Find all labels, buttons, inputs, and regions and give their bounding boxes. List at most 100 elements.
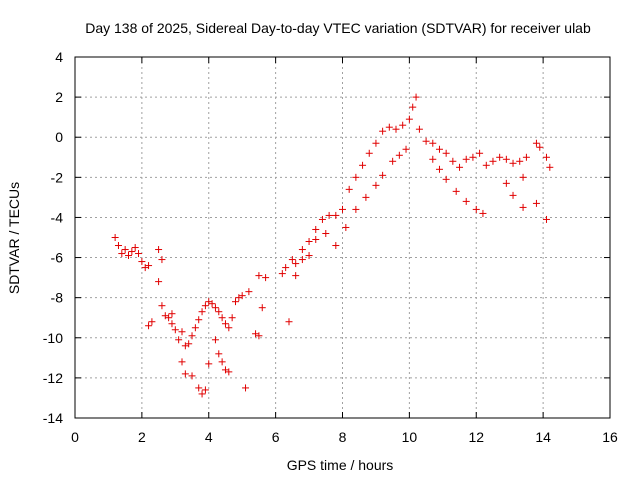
data-point [399, 121, 407, 129]
data-point [282, 264, 290, 272]
data-point [542, 153, 550, 161]
data-point [195, 384, 203, 392]
data-point [496, 153, 504, 161]
data-point [442, 149, 450, 157]
data-point [298, 256, 306, 264]
data-point [435, 145, 443, 153]
data-point [516, 157, 524, 165]
data-point [489, 157, 497, 165]
data-point [168, 310, 176, 318]
x-tick-label: 14 [535, 429, 551, 445]
data-point [191, 324, 199, 332]
y-tick-label: -14 [43, 410, 63, 426]
data-point [312, 225, 320, 233]
data-point [258, 304, 266, 312]
data-point [429, 139, 437, 147]
chart-title: Day 138 of 2025, Sidereal Day-to-day VTE… [85, 20, 591, 36]
data-point [389, 157, 397, 165]
data-point [469, 153, 477, 161]
data-point [379, 171, 387, 179]
grid-lines [75, 57, 610, 418]
data-point [402, 145, 410, 153]
x-tick-label: 10 [402, 429, 418, 445]
data-point [145, 322, 153, 330]
data-point [385, 123, 393, 131]
data-point [339, 205, 346, 213]
data-point [298, 246, 306, 254]
data-point [111, 234, 119, 241]
data-point [362, 193, 370, 201]
y-tick-label: -2 [51, 169, 64, 185]
data-point [325, 211, 333, 219]
data-point [345, 185, 353, 193]
data-point [138, 258, 146, 266]
data-point [198, 308, 206, 316]
y-tick-label: -8 [51, 290, 64, 306]
data-points [111, 93, 554, 398]
data-point [532, 139, 540, 147]
data-point [462, 197, 470, 205]
data-point [415, 125, 423, 133]
data-point [482, 161, 490, 169]
y-tick-label: -6 [51, 250, 64, 266]
data-point [546, 163, 554, 171]
data-point [114, 242, 122, 250]
data-point [198, 390, 206, 398]
data-point [255, 332, 263, 340]
data-point [128, 248, 136, 256]
data-point [519, 203, 527, 211]
data-point [238, 292, 246, 300]
data-point [502, 155, 510, 163]
data-point [262, 274, 270, 282]
x-tick-label: 8 [339, 429, 347, 445]
data-point [278, 270, 286, 278]
data-point [449, 157, 457, 165]
data-point [188, 372, 196, 380]
data-point [332, 242, 340, 250]
data-point [205, 360, 213, 368]
data-point [359, 161, 367, 169]
data-point [208, 300, 216, 308]
y-axis-label: SDTVAR / TECUs [6, 182, 22, 294]
data-point [536, 143, 544, 151]
data-point [215, 350, 223, 358]
data-point [372, 181, 380, 189]
data-point [155, 246, 163, 254]
y-tick-label: 2 [55, 89, 63, 105]
x-axis-label: GPS time / hours [287, 457, 394, 473]
data-point [125, 252, 132, 260]
data-point [395, 151, 403, 159]
data-point [292, 260, 300, 268]
x-tick-label: 16 [602, 429, 618, 445]
data-point [181, 342, 189, 350]
data-point [322, 229, 330, 237]
data-point [522, 153, 530, 161]
data-point [175, 336, 183, 344]
data-point [442, 175, 450, 183]
data-point [452, 187, 460, 195]
data-point [342, 223, 350, 231]
data-point [118, 250, 126, 258]
data-point [519, 173, 527, 181]
data-point [255, 272, 263, 280]
data-point [405, 115, 413, 123]
data-point [509, 191, 517, 199]
data-point [178, 328, 186, 336]
data-point [305, 252, 313, 260]
x-tick-label: 4 [205, 429, 213, 445]
y-tick-label: 4 [55, 49, 63, 65]
data-point [305, 238, 313, 246]
data-point [225, 324, 233, 332]
data-point [379, 127, 387, 135]
data-point [502, 179, 510, 187]
data-point [165, 314, 173, 322]
x-tick-label: 12 [468, 429, 484, 445]
data-point [228, 314, 236, 322]
data-point [155, 278, 163, 286]
data-point [178, 358, 186, 366]
data-point [532, 199, 540, 207]
data-point [392, 125, 400, 133]
data-point [285, 318, 293, 326]
data-point [429, 155, 437, 163]
data-point [372, 139, 380, 147]
